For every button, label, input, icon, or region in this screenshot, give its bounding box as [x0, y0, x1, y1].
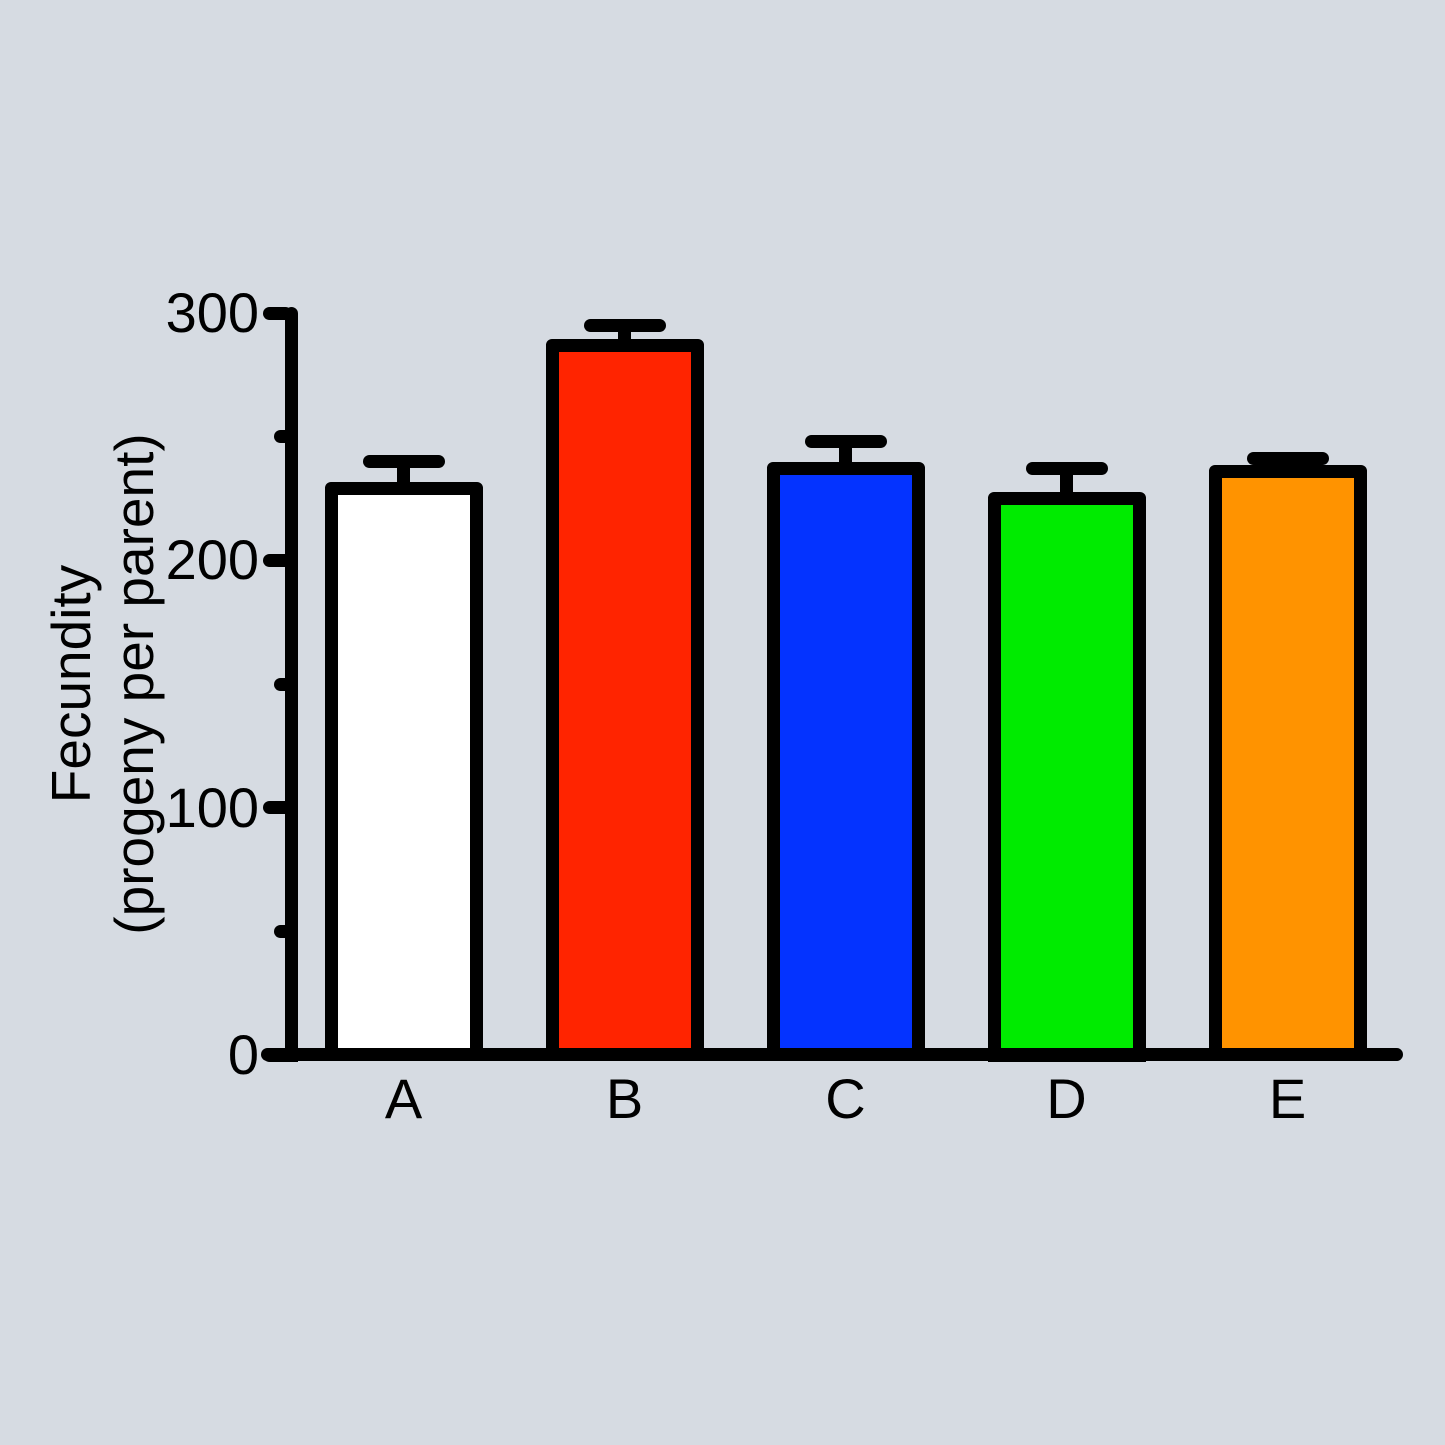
y-minor-tick-50 — [274, 924, 292, 938]
bar-B — [545, 338, 704, 1062]
x-category-label-C: C — [825, 1067, 866, 1130]
y-minor-tick-150 — [274, 677, 292, 691]
error-bar-cap-A — [362, 454, 445, 468]
bar-D — [987, 492, 1146, 1062]
bar-E — [1208, 464, 1367, 1062]
bar-A — [324, 482, 483, 1062]
error-bar-cap-B — [583, 318, 666, 332]
error-bar-cap-C — [804, 435, 887, 449]
x-axis-line — [261, 1048, 1403, 1061]
y-tick-label-200: 200 — [165, 528, 259, 592]
y-tick-label-300: 300 — [165, 281, 259, 344]
y-tick-label-0: 0 — [227, 1023, 259, 1086]
y-major-tick-300 — [263, 306, 292, 320]
x-category-label-E: E — [1268, 1067, 1307, 1130]
y-major-tick-100 — [263, 801, 292, 815]
y-axis-title-line2: (progeny per parent) — [103, 433, 165, 935]
error-bar-cap-E — [1246, 452, 1329, 466]
bar-C — [766, 462, 925, 1062]
x-category-label-A: A — [384, 1067, 423, 1130]
x-category-label-D: D — [1046, 1067, 1087, 1130]
y-major-tick-0 — [263, 1048, 292, 1062]
y-minor-tick-250 — [274, 430, 292, 444]
y-axis-title: Fecundity (progeny per parent) — [40, 433, 166, 934]
y-major-tick-200 — [263, 553, 292, 567]
y-tick-label-100: 100 — [165, 775, 259, 839]
error-bar-cap-D — [1025, 462, 1108, 476]
y-axis-title-line1: Fecundity — [40, 564, 102, 804]
x-category-label-B: B — [605, 1067, 644, 1130]
